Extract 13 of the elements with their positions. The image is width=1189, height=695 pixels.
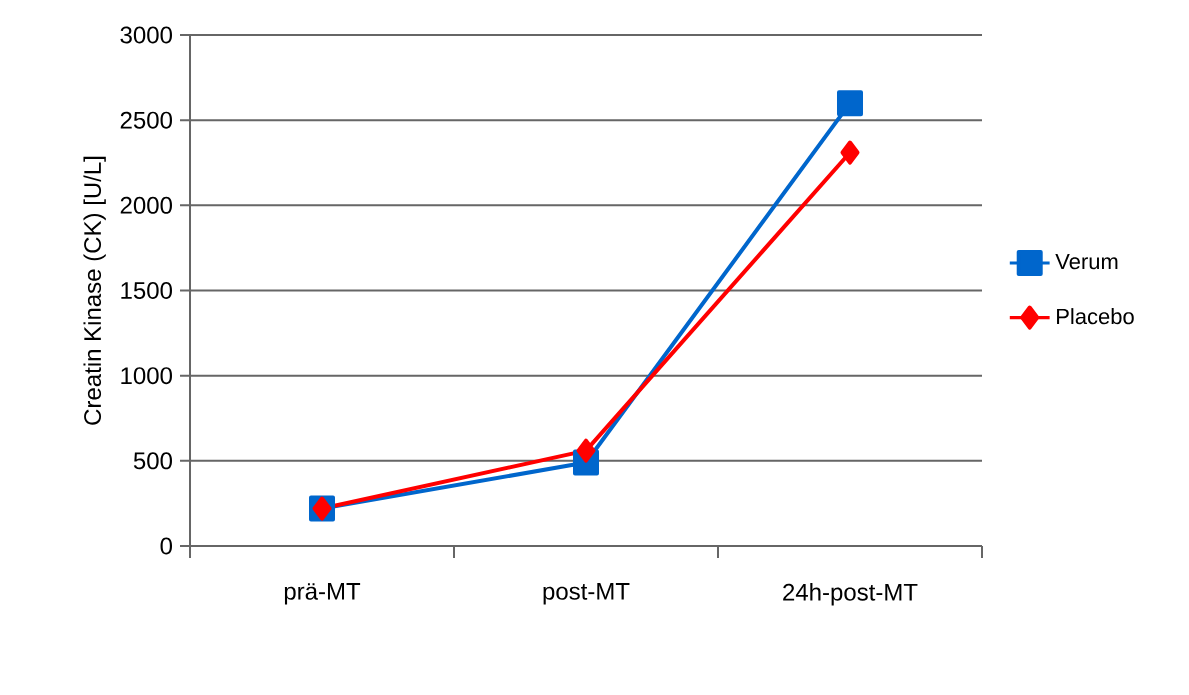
y-tick-label: 0 <box>160 537 173 555</box>
legend-label: Placebo <box>1057 308 1134 325</box>
y-tick-label: 1000 <box>121 367 172 385</box>
x-tick-label: prä-MT <box>284 583 361 605</box>
y-tick-label: 2000 <box>120 196 172 214</box>
y-tick-label: 1500 <box>121 282 172 299</box>
legend-label: Verum <box>1055 253 1118 270</box>
y-axis-title: Creatin Kinase (CK) [U/L] <box>83 156 106 425</box>
x-tick-label: 24h-post-MT <box>783 583 918 606</box>
y-tick-label: 3000 <box>120 26 172 44</box>
y-tick-label: 500 <box>133 452 172 470</box>
y-tick-label: 2500 <box>120 111 172 129</box>
x-tick-label: post-MT <box>543 583 630 605</box>
